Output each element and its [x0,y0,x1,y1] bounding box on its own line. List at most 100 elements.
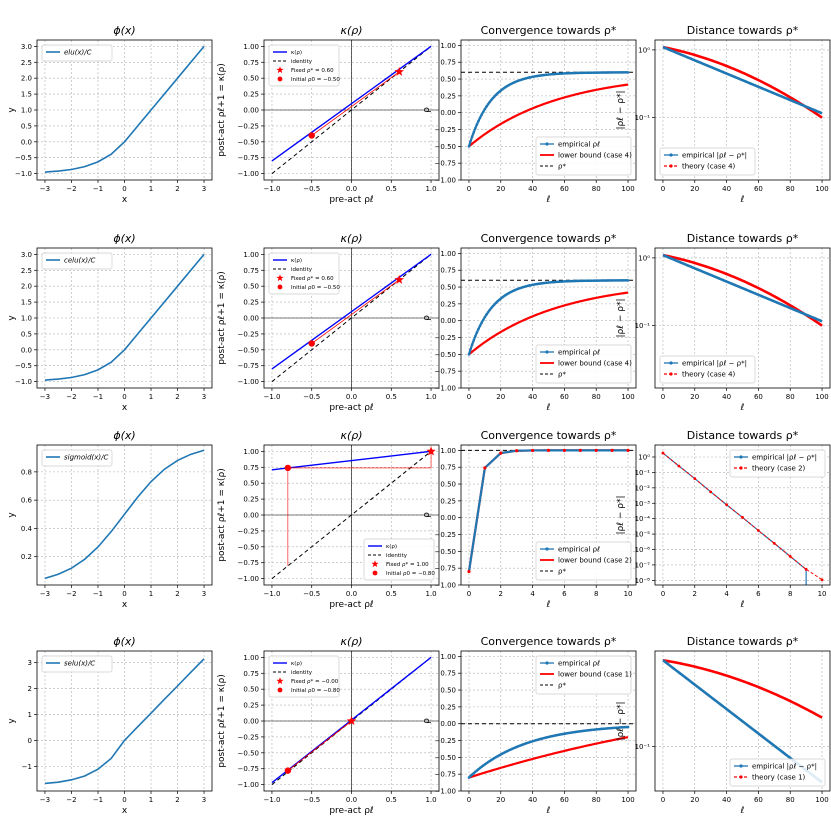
data-point [469,140,472,143]
data-point [488,100,491,104]
y-tick-label: −0.25 [238,122,259,130]
x-tick-label: 60 [560,185,569,193]
legend-label: κ(ρ) [291,661,302,667]
y-tick-label: 0.50 [440,284,456,292]
x-tick-label: 6 [562,590,567,598]
y-tick-label: −1.00 [238,378,259,386]
x-tick-label: 0.0 [346,393,357,401]
data-point [515,449,519,453]
y-tick-label: 1.00 [440,42,456,50]
subplot-2-2: κ(ρ) pre-act ρℓ post-act ρℓ+1 = κ(ρ) −1.0 −0… [217,232,440,413]
x-tick-label: 0 [122,393,126,401]
y-tick-label: −1.00 [435,788,456,796]
series-line [44,45,205,173]
axes-frame [36,650,213,792]
legend-label: sigmoid(x)/C [64,453,108,461]
x-tick-label: 2 [693,590,697,598]
data-point [478,324,482,327]
x-axis-label: ℓ [546,600,551,610]
y-tick-label: 2.5 [21,59,32,67]
axes-frame [654,444,831,586]
subplot-3-3: Convergence towards ρ* ℓ ρ 0 2 4 6 8 10 −1.00 −0.7… [422,429,637,610]
theory-markers [661,451,824,582]
data-point [469,348,472,351]
x-tick-label: −3 [40,393,50,401]
y-tick-label: 3 [28,659,32,667]
plot-area [264,40,439,180]
plot-area [44,45,205,173]
cobweb-path [287,451,432,566]
x-tick-label: 1.0 [425,393,436,401]
axes-frame [263,39,440,181]
data-point [467,145,471,148]
data-point [467,569,471,574]
y-tick-label: 1.0 [21,107,32,115]
ticks: −1.0 −0.5 0.0 0.5 1.0 −1.00 −0.75 −0.50 −0.25 0.0… [238,43,437,193]
legend-star [276,677,284,685]
lower-bound-line [468,83,629,148]
data-point [709,490,713,494]
x-tick-label: 40 [722,393,731,401]
data-point [477,119,480,123]
ticks: −3 −2 −1 0 1 2 3 −1.0 −0.5 0.0 0.5 1.0 1.5 2.0 2.5 3.0 [15,251,206,401]
y-tick-label: −0.50 [435,548,456,556]
legend-key [371,560,379,568]
x-tick-label: 80 [592,185,601,193]
legend-key [734,466,748,470]
x-tick-label: −1.0 [263,185,280,193]
legend-box [659,355,756,384]
y-tick-label: 10⁻⁸ [635,577,651,585]
x-axis-label: ℓ [546,806,551,816]
legend-label: empirical |ρℓ − ρ*| [682,359,747,367]
initial-point [284,767,292,774]
data-point [486,102,490,106]
legend-label: ρ* [558,567,566,575]
x-tick-label: 1 [149,796,153,804]
legend: κ(ρ) identity Fixed ρ* = 1.00 Initial ρ0 = … [363,538,435,581]
y-tick-label: 0.50 [243,480,259,488]
x-tick-label: 80 [786,185,795,193]
legend-box [535,344,632,384]
x-tick-label: −2 [66,590,76,598]
y-tick-label: 10⁰ [638,254,650,262]
axes-frame [36,247,213,389]
kappa-line [271,450,432,471]
x-tick-label: 2 [175,393,179,401]
x-tick-label: 60 [560,796,569,804]
x-tick-label: 3 [202,796,206,804]
axes-frame [460,444,637,586]
subplot-1-3: Convergence towards ρ* ℓ ρ 0 20 40 60 80 100 −1.0… [422,24,637,205]
data-point [546,448,551,452]
x-tick-label: 60 [754,185,763,193]
x-axis-label: ℓ [546,195,551,205]
y-axis-label: post-act ρℓ+1 = κ(ρ) [217,271,227,365]
y-tick-label: 10⁰ [638,46,650,54]
legend-key [276,274,284,282]
subplot-1-2: κ(ρ) pre-act ρℓ post-act ρℓ+1 = κ(ρ) −1.0 −0… [217,24,440,205]
x-tick-label: 0 [122,185,126,193]
x-tick-label: 80 [786,393,795,401]
legend-label: lower bound (case 2) [558,556,632,564]
ticks: −1.0 −0.5 0.0 0.5 1.0 −1.00 −0.75 −0.50 −0.25 0.0… [238,251,437,401]
data-point [470,343,474,346]
data-point [491,96,495,100]
x-tick-label: 20 [496,796,505,804]
y-tick-label: −0.5 [15,362,32,370]
y-tick-label: 1.00 [243,251,259,259]
legend-box [729,758,826,787]
y-tick-label: −1.00 [238,170,259,178]
ticks: 0 20 40 60 80 100 10⁻¹ [635,743,829,804]
x-tick-label: 6 [756,590,761,598]
chart-title: κ(ρ) [340,635,362,648]
y-tick-label: 10⁻⁶ [635,546,651,554]
y-axis-label: post-act ρℓ+1 = κ(ρ) [217,674,227,768]
data-point [474,126,477,130]
x-tick-label: 8 [594,590,598,598]
plot-area [661,451,824,585]
x-tick-label: −3 [40,590,50,598]
legend-star [276,274,284,282]
y-axis-label: ρ [422,315,432,321]
x-tick-label: 20 [690,393,699,401]
series-line [44,253,205,381]
plot-area [461,723,636,779]
